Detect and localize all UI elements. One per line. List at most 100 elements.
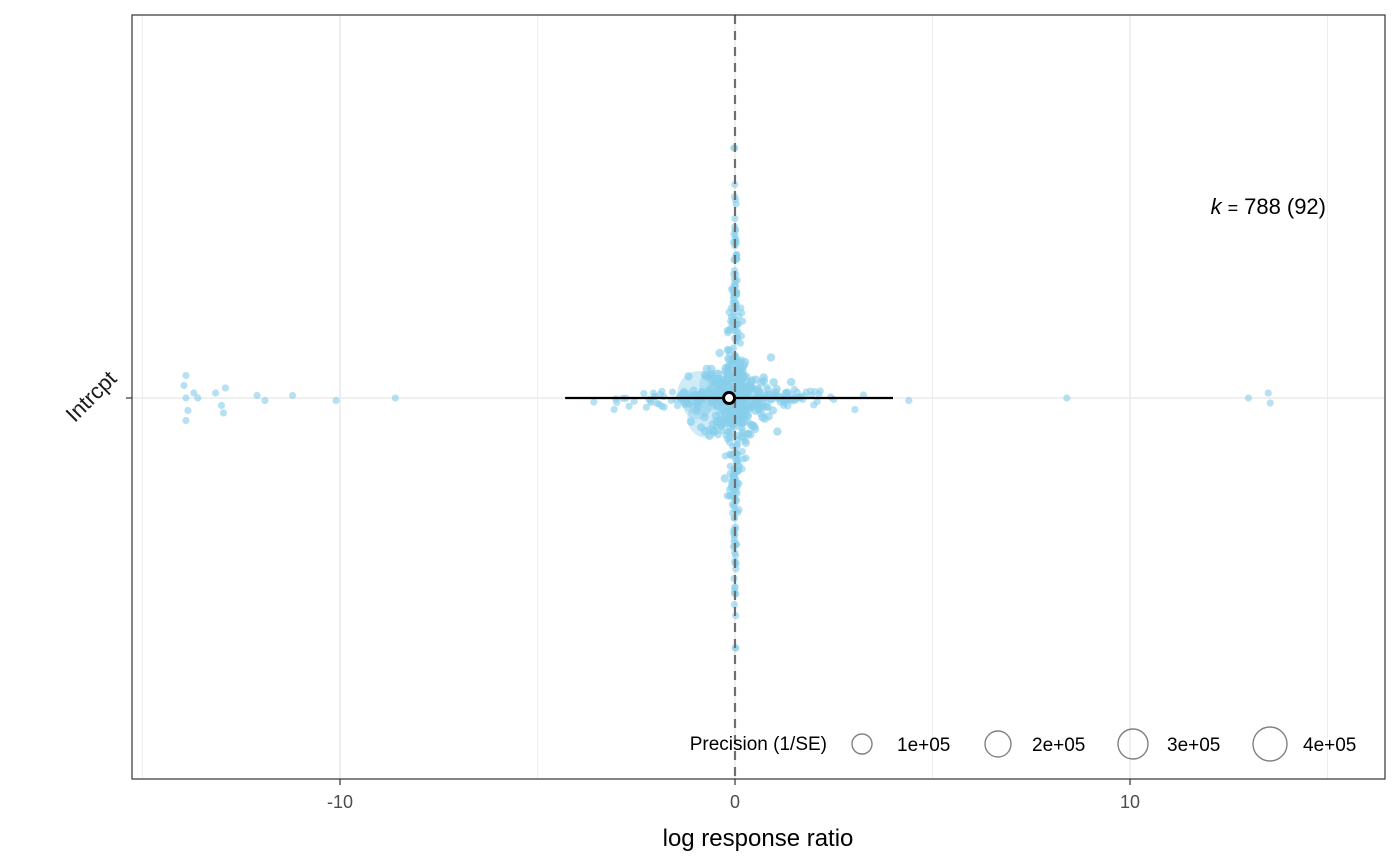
data-point <box>741 438 750 447</box>
data-point <box>724 406 733 416</box>
data-point <box>739 455 747 463</box>
data-point <box>732 200 740 208</box>
estimate-layer <box>565 391 893 405</box>
data-point <box>673 402 682 410</box>
data-point <box>727 450 736 460</box>
data-point <box>786 377 796 387</box>
data-point <box>773 427 782 436</box>
data-point <box>729 471 738 480</box>
data-point <box>610 405 618 414</box>
data-point <box>700 412 709 422</box>
data-point <box>649 389 657 397</box>
legend-key-2 <box>984 730 1012 758</box>
legend-key-3 <box>1117 728 1149 760</box>
plot-panel-border <box>131 14 1386 780</box>
data-point <box>630 397 638 405</box>
data-point <box>180 381 188 390</box>
data-point <box>710 390 720 399</box>
data-point <box>721 452 729 460</box>
data-point <box>711 411 721 420</box>
data-point <box>217 401 226 410</box>
data-point <box>731 215 739 223</box>
data-point <box>253 391 261 400</box>
data-point <box>660 403 668 411</box>
data-point <box>732 277 740 285</box>
data-point <box>738 367 747 376</box>
data-point <box>763 402 772 412</box>
mean-estimate-point <box>722 391 737 405</box>
data-point <box>221 384 230 392</box>
data-point <box>905 396 913 405</box>
data-point <box>746 384 756 393</box>
data-point <box>759 373 768 382</box>
data-point <box>724 329 732 337</box>
data-point <box>735 462 743 470</box>
data-point <box>684 372 693 381</box>
data-point <box>731 266 739 275</box>
data-point <box>740 357 750 367</box>
data-point <box>668 388 677 396</box>
data-point <box>660 393 668 401</box>
data-point <box>289 391 297 400</box>
data-point <box>763 383 771 391</box>
legend-label-3: 3e+05 <box>1167 735 1220 756</box>
k-open-paren: ( <box>1287 194 1295 219</box>
data-point <box>696 423 706 432</box>
legend-key-1 <box>851 733 873 755</box>
data-point <box>735 479 743 488</box>
data-point <box>705 431 714 441</box>
data-point <box>710 377 720 387</box>
k-close-paren: ) <box>1319 194 1326 219</box>
data-point <box>790 385 799 393</box>
data-point <box>642 403 650 411</box>
data-point <box>737 304 745 312</box>
data-point <box>640 389 648 398</box>
x-axis-title: log response ratio <box>663 825 854 852</box>
data-point <box>684 399 692 407</box>
k-value: 788 <box>1244 194 1281 219</box>
data-point <box>784 402 792 410</box>
data-point <box>725 485 734 494</box>
data-point <box>625 402 633 410</box>
data-point <box>729 356 738 365</box>
data-point <box>726 346 734 354</box>
data-point <box>731 180 739 189</box>
data-point <box>735 506 743 514</box>
data-point <box>182 394 190 402</box>
data-point <box>686 417 696 426</box>
data-point <box>769 378 778 387</box>
data-point <box>332 396 340 405</box>
data-point <box>730 600 739 609</box>
legend-key-4 <box>1252 726 1288 762</box>
data-point <box>1244 394 1253 402</box>
data-point <box>813 397 821 406</box>
data-point <box>748 421 757 430</box>
data-point <box>726 418 736 427</box>
k-equals: = <box>1228 198 1239 218</box>
data-point <box>1266 399 1274 407</box>
data-point <box>732 487 740 495</box>
data-point <box>194 394 202 402</box>
legend-title: Precision (1/SE) <box>690 734 827 755</box>
x-tick-label: 0 <box>730 792 740 812</box>
data-point <box>772 384 781 394</box>
data-point <box>859 391 868 399</box>
data-point <box>731 442 741 451</box>
data-point <box>737 432 746 441</box>
data-point <box>722 377 732 387</box>
data-point <box>190 389 198 397</box>
data-point <box>730 372 740 382</box>
data-point <box>736 339 744 347</box>
k-annotation: k = 788 (92) <box>1211 194 1326 219</box>
grid-lines <box>132 15 1385 779</box>
data-point <box>655 400 663 408</box>
data-point <box>707 364 716 374</box>
legend-label-2: 2e+05 <box>1032 735 1085 756</box>
data-point <box>1063 394 1071 402</box>
legend-label-4: 4e+05 <box>1303 735 1356 756</box>
x-axis: -10 0 10 <box>327 779 1140 812</box>
data-point <box>731 549 739 557</box>
data-point <box>723 492 731 500</box>
data-point <box>703 388 711 396</box>
